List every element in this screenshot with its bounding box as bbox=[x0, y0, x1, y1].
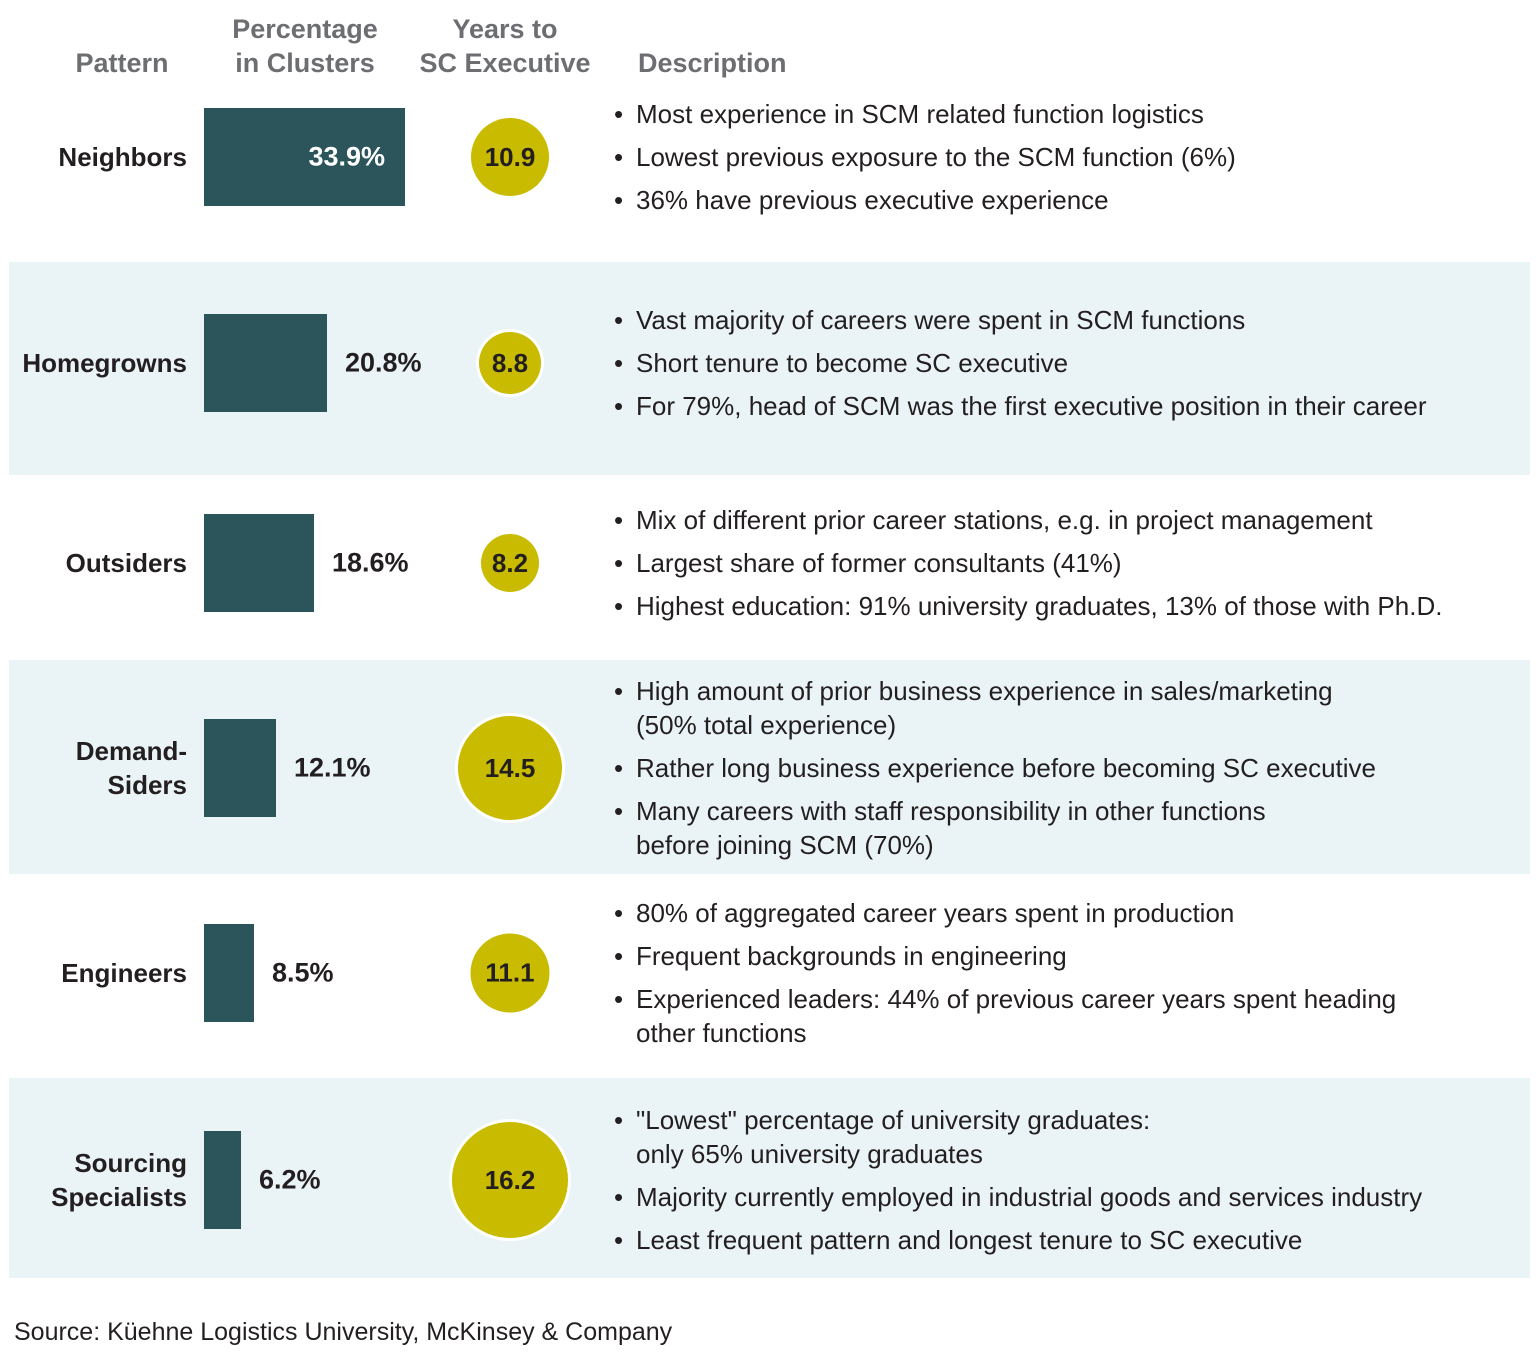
header-pattern: Pattern bbox=[75, 48, 169, 78]
source-note: Source: Küehne Logistics University, McK… bbox=[14, 1318, 673, 1346]
bullet-icon: • bbox=[614, 99, 624, 129]
description-list: • "Lowest" percentage of university gradu… bbox=[614, 1103, 1422, 1257]
description-text: Largest share of former consultants (41%… bbox=[636, 548, 1122, 578]
years-circle: 16.2 bbox=[452, 1122, 568, 1238]
percentage-label: 18.6% bbox=[332, 547, 409, 578]
bullet-icon: • bbox=[614, 984, 624, 1014]
years-circle: 8.2 bbox=[481, 534, 539, 592]
description-text: 36% have previous executive experience bbox=[636, 185, 1109, 215]
description-text: "Lowest" percentage of university gradua… bbox=[636, 1105, 1151, 1169]
description-text: Rather long business experience before b… bbox=[636, 753, 1376, 783]
description-item: • Least frequent pattern and longest tenu… bbox=[614, 1223, 1422, 1257]
description-list: • 80% of aggregated career years spent in… bbox=[614, 896, 1396, 1050]
description-item: • Mix of different prior career stations,… bbox=[614, 503, 1442, 537]
pattern-label: Neighbors bbox=[58, 142, 187, 172]
pattern-label: Engineers bbox=[61, 958, 187, 988]
percentage-bar bbox=[204, 1131, 241, 1229]
header-percentage: Percentage in Clusters bbox=[232, 14, 378, 78]
pattern-label: Demand- Siders bbox=[75, 736, 187, 800]
years-label: 11.1 bbox=[485, 957, 535, 988]
percentage-bar bbox=[204, 314, 327, 412]
years-circle: 10.9 bbox=[471, 118, 549, 196]
description-item: • Many careers with staff responsibility … bbox=[614, 794, 1376, 862]
years-label: 10.9 bbox=[484, 141, 536, 172]
bullet-icon: • bbox=[614, 796, 624, 826]
description-item: • Frequent backgrounds in engineering bbox=[614, 939, 1396, 973]
percentage-label: 6.2% bbox=[259, 1164, 321, 1195]
pattern-label: Homegrowns bbox=[22, 348, 187, 378]
description-item: • Lowest previous exposure to the SCM fun… bbox=[614, 140, 1236, 174]
description-text: 80% of aggregated career years spent in … bbox=[636, 898, 1235, 928]
years-circle: 14.5 bbox=[458, 716, 562, 820]
bullet-icon: • bbox=[614, 348, 624, 378]
percentage-bar bbox=[204, 514, 314, 612]
bullet-icon: • bbox=[614, 142, 624, 172]
bullet-icon: • bbox=[614, 305, 624, 335]
years-circle: 11.1 bbox=[470, 933, 550, 1013]
description-text: Lowest previous exposure to the SCM func… bbox=[636, 142, 1236, 172]
description-text: Most experience in SCM related function … bbox=[636, 99, 1204, 129]
description-item: • Most experience in SCM related function… bbox=[614, 97, 1236, 131]
percentage-bar bbox=[204, 924, 254, 1022]
description-text: Least frequent pattern and longest tenur… bbox=[636, 1225, 1303, 1255]
bullet-icon: • bbox=[614, 676, 624, 706]
bullet-icon: • bbox=[614, 391, 624, 421]
header-description: Description bbox=[638, 48, 787, 78]
description-item: • Majority currently employed in industri… bbox=[614, 1180, 1422, 1214]
description-text: Frequent backgrounds in engineering bbox=[636, 941, 1067, 971]
percentage-label: 20.8% bbox=[345, 347, 422, 378]
bullet-icon: • bbox=[614, 1105, 624, 1135]
years-label: 14.5 bbox=[484, 752, 536, 783]
row-background bbox=[9, 1078, 1530, 1278]
bullet-icon: • bbox=[614, 505, 624, 535]
years-circle: 8.8 bbox=[479, 332, 541, 394]
description-text: Highest education: 91% university gradua… bbox=[636, 591, 1443, 621]
description-text: Vast majority of careers were spent in S… bbox=[636, 305, 1246, 335]
description-list: • Vast majority of careers were spent in … bbox=[614, 303, 1426, 423]
percentage-label: 8.5% bbox=[272, 957, 334, 988]
description-item: • 80% of aggregated career years spent in… bbox=[614, 896, 1396, 930]
description-item: • Short tenure to become SC executive bbox=[614, 346, 1426, 380]
bullet-icon: • bbox=[614, 185, 624, 215]
description-item: • Rather long business experience before … bbox=[614, 751, 1376, 785]
years-label: 8.2 bbox=[491, 547, 529, 578]
description-list: • High amount of prior business experienc… bbox=[614, 674, 1376, 862]
pattern-label: Sourcing Specialists bbox=[51, 1148, 187, 1212]
description-text: Many careers with staff responsibility i… bbox=[636, 796, 1266, 860]
bullet-icon: • bbox=[614, 753, 624, 783]
bullet-icon: • bbox=[614, 898, 624, 928]
bullet-icon: • bbox=[614, 1182, 624, 1212]
description-list: • Most experience in SCM related function… bbox=[614, 97, 1236, 217]
bullet-icon: • bbox=[614, 1225, 624, 1255]
description-text: Short tenure to become SC executive bbox=[636, 348, 1069, 378]
percentage-bar bbox=[204, 108, 405, 206]
years-label: 8.8 bbox=[491, 347, 529, 378]
description-text: Majority currently employed in industria… bbox=[636, 1182, 1423, 1212]
description-item: • 36% have previous executive experience bbox=[614, 183, 1236, 217]
description-text: For 79%, head of SCM was the first execu… bbox=[636, 391, 1427, 421]
header-years: Years to SC Executive bbox=[419, 14, 591, 78]
percentage-label: 12.1% bbox=[294, 752, 371, 783]
bullet-icon: • bbox=[614, 548, 624, 578]
years-label: 16.2 bbox=[484, 1164, 536, 1195]
description-item: • Highest education: 91% university gradu… bbox=[614, 589, 1442, 623]
description-text: Experienced leaders: 44% of previous car… bbox=[636, 984, 1397, 1048]
description-item: • Vast majority of careers were spent in … bbox=[614, 303, 1426, 337]
pattern-label: Outsiders bbox=[65, 548, 187, 578]
description-item: • Largest share of former consultants (41… bbox=[614, 546, 1442, 580]
description-list: • Mix of different prior career stations,… bbox=[614, 503, 1442, 623]
description-item: • For 79%, head of SCM was the first exec… bbox=[614, 389, 1426, 423]
description-text: High amount of prior business experience… bbox=[636, 676, 1333, 740]
bullet-icon: • bbox=[614, 591, 624, 621]
description-item: • Experienced leaders: 44% of previous ca… bbox=[614, 982, 1396, 1050]
description-text: Mix of different prior career stations, … bbox=[636, 505, 1373, 535]
percentage-bar bbox=[204, 719, 276, 817]
percentage-label: 33.9% bbox=[308, 141, 385, 172]
description-item: • High amount of prior business experienc… bbox=[614, 674, 1376, 742]
bullet-icon: • bbox=[614, 941, 624, 971]
description-item: • "Lowest" percentage of university gradu… bbox=[614, 1103, 1422, 1171]
